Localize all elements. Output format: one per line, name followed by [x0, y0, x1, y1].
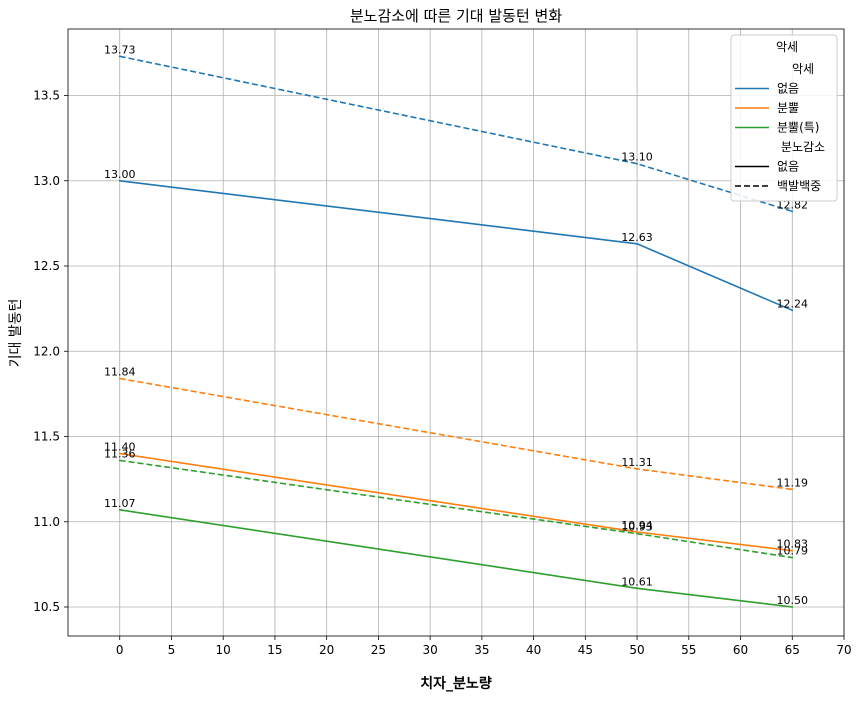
data-label: 13.73: [104, 43, 136, 56]
data-label: 12.63: [621, 231, 653, 244]
data-point: [636, 162, 638, 165]
x-tick-label: 5: [168, 643, 176, 657]
chart-title: 분노감소에 따른 기대 발동턴 변화: [350, 7, 562, 25]
y-axis-label: 기대 발동턴: [8, 299, 24, 368]
x-tick-label: 45: [578, 643, 593, 657]
legend-entry-label: 분뿔(특): [777, 121, 819, 135]
data-label: 10.93: [621, 521, 653, 534]
legend-section-header: 분노감소: [781, 140, 825, 154]
data-label: 10.94: [621, 519, 653, 532]
data-label: 13.00: [104, 168, 136, 181]
legend-title: 악세: [776, 40, 798, 54]
data-label: 11.07: [104, 497, 136, 510]
x-tick-label: 15: [267, 643, 282, 657]
x-tick-label: 10: [216, 643, 231, 657]
legend-entry-label: 분뿔: [777, 101, 799, 115]
data-labels: 13.00 12.63 12.24 13.73 13.10 12.82 11.40 10.94…: [104, 43, 808, 607]
data-label: 11.19: [777, 476, 809, 489]
y-tick-label: 13.0: [33, 174, 60, 188]
x-tick-label: 70: [836, 643, 851, 657]
data-point: [636, 531, 638, 533]
series-lines: [118, 55, 794, 608]
data-point: [118, 55, 121, 58]
data-label: 11.36: [104, 447, 136, 460]
y-tick-label: 12.0: [33, 344, 60, 358]
x-tick-label: 20: [319, 643, 334, 657]
data-label: 11.84: [104, 366, 136, 379]
data-point: [791, 210, 794, 213]
data-label: 10.79: [777, 545, 809, 558]
x-tick-label: 0: [116, 643, 124, 657]
x-tick-label: 30: [422, 643, 437, 657]
data-label: 10.61: [621, 575, 653, 588]
data-label: 13.10: [621, 151, 653, 164]
data-label: 10.83: [777, 538, 809, 551]
data-point: [791, 606, 794, 608]
y-tick-label: 12.5: [33, 259, 60, 273]
legend-box: [730, 34, 838, 202]
data-label: 11.31: [621, 456, 653, 469]
data-point: [636, 242, 638, 245]
data-point: [118, 179, 121, 182]
y-tick-label: 13.5: [33, 88, 60, 102]
data-label: 10.50: [777, 594, 809, 607]
data-label: 11.40: [104, 441, 136, 454]
legend-entry-label: 없음: [777, 82, 799, 96]
x-tick-label: 60: [733, 643, 748, 657]
x-tick-label: 55: [681, 643, 696, 657]
data-point: [118, 452, 121, 455]
x-tick-label: 25: [371, 643, 386, 657]
data-point: [118, 508, 121, 511]
x-tick-label: 40: [526, 643, 541, 657]
x-axis-ticks: 0 5 10 15 20 25 30 35 40 45 50 55 60 65 70: [116, 636, 852, 657]
y-axis-ticks: 10.5 11.0 11.5 12.0 12.5 13.0 13.5: [33, 88, 68, 614]
x-tick-label: 50: [629, 643, 644, 657]
x-axis-label: 치자_분노량: [420, 676, 492, 692]
data-label: 12.24: [777, 297, 809, 310]
data-point: [118, 459, 121, 462]
y-tick-label: 10.5: [33, 600, 60, 614]
x-tick-label: 35: [474, 643, 489, 657]
data-point: [118, 377, 121, 380]
plot-area: [68, 29, 844, 636]
legend-entry-label: 백발백중: [777, 179, 821, 193]
data-point: [791, 549, 794, 552]
y-tick-label: 11.0: [33, 515, 60, 529]
data-point: [636, 468, 638, 470]
data-point: [791, 556, 794, 559]
data-label: 12.82: [777, 198, 809, 211]
data-point: [791, 309, 794, 312]
data-point: [636, 587, 638, 590]
legend-entry-label: 없음: [777, 160, 799, 174]
data-point: [791, 488, 794, 491]
grid: [68, 29, 845, 636]
series-line: [119, 55, 793, 213]
y-tick-label: 11.5: [33, 430, 60, 444]
plot-frame: [67, 28, 845, 637]
data-point: [636, 532, 638, 535]
legend-section-header: 악세: [792, 62, 814, 76]
x-tick-label: 65: [785, 643, 800, 657]
